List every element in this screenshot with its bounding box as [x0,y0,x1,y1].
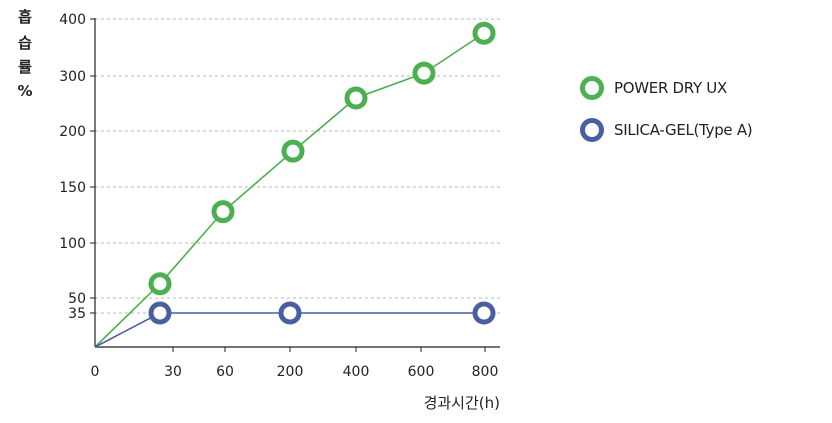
data-point-0-200 [281,139,305,163]
y-axis-label-char: 흡 [18,8,32,26]
x-tick-label-30: 30 [164,364,182,380]
y-tick-label-400: 400 [59,12,86,28]
y-axis-label-char: 습 [18,34,32,52]
x-tick-label-600: 600 [408,364,435,380]
legend-item-power-dry: POWER DRY UX [580,76,752,100]
x-tick-label-400: 400 [343,364,370,380]
data-point-1-200 [278,301,302,325]
legend-marker-silica-gel [580,118,604,142]
data-point-0-800 [472,21,496,45]
data-point-0-400 [344,86,368,110]
y-tick-label-100: 100 [59,236,86,252]
y-axis-label: 흡습률% [17,8,32,100]
x-tick-label-60: 60 [216,364,234,380]
data-point-1-800 [472,301,496,325]
x-tick-labels: 0 30 60 200 400 600 800 [91,364,499,380]
y-tick-label-200: 200 [59,124,86,140]
y-tick-label-150: 150 [59,180,86,196]
axes [90,18,500,352]
x-tick-label-800: 800 [472,364,499,380]
y-tick-label-35: 35 [68,306,86,322]
x-axis-label: 경과시간(h) [424,394,500,412]
series-line-1 [94,312,484,348]
y-tick-label-300: 300 [59,69,86,85]
legend-marker-power-dry [580,76,604,100]
y-axis-label-char: 률 [18,58,32,76]
x-tick-label-200: 200 [277,364,304,380]
data-point-1-30 [148,301,172,325]
y-axis-label-char: % [17,82,32,100]
series-layer [94,21,496,348]
legend: POWER DRY UX SILICA-GEL(Type A) [580,76,753,160]
legend-label-silica-gel: SILICA-GEL(Type A) [614,121,753,139]
data-point-0-60 [211,200,235,224]
legend-label-power-dry: POWER DRY UX [614,79,727,97]
y-tick-label-50: 50 [68,291,86,307]
legend-item-silica-gel: SILICA-GEL(Type A) [580,118,753,142]
x-tick-label-0: 0 [91,364,100,380]
data-point-0-600 [412,61,436,85]
data-point-0-30 [148,272,172,296]
